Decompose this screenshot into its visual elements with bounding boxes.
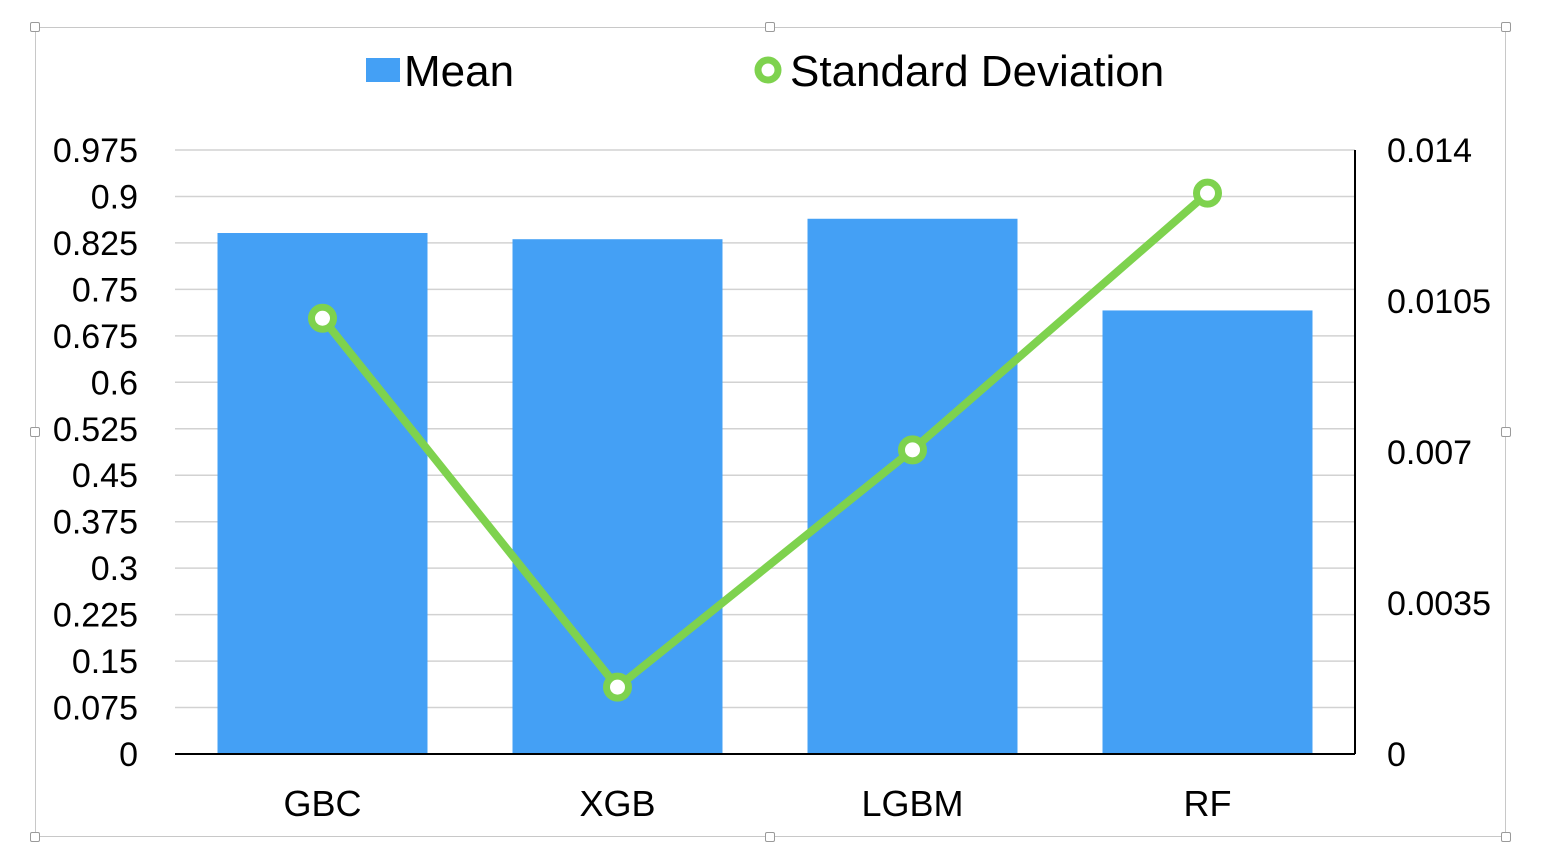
resize-handle-top-right[interactable] [1501,22,1511,32]
right-tick-label: 0.0035 [1387,585,1491,623]
legend: Mean Standard Deviation [366,47,1164,96]
standard-deviation-line [308,178,1222,702]
resize-handle-bottom-right[interactable] [1501,832,1511,842]
resize-handle-middle-right[interactable] [1501,427,1511,437]
left-tick-label: 0 [119,736,138,774]
legend-swatch-standard-deviation [754,56,782,84]
left-tick-label: 0.375 [53,504,138,542]
bar-rf [1102,310,1313,754]
left-tick-label: 0.675 [53,318,138,356]
bar-lgbm [807,218,1018,755]
resize-handle-top-middle[interactable] [765,22,775,32]
std-dev-point-gbc [308,303,337,333]
left-axis-tick-labels: 0 0.075 0.15 0.225 0.3 0.375 0.45 0.525 0.6 0.675… [53,132,138,774]
left-tick-label: 0.45 [72,457,138,495]
resize-handle-bottom-left[interactable] [30,832,40,842]
legend-swatch-mean [366,58,400,82]
category-axis-labels: GBC XGB LGBM RF [283,783,1231,824]
right-tick-label: 0.014 [1387,132,1472,170]
category-label-lgbm: LGBM [861,783,963,824]
left-tick-label: 0.9 [91,178,138,216]
std-dev-point-xgb [603,672,632,702]
left-tick-label: 0.75 [72,271,138,309]
right-tick-label: 0 [1387,736,1406,774]
category-label-xgb: XGB [579,783,655,824]
std-dev-point-lgbm [898,435,927,465]
left-tick-label: 0.975 [53,132,138,170]
left-tick-label: 0.15 [72,643,138,681]
axes [175,150,1356,755]
resize-handle-middle-left[interactable] [30,427,40,437]
left-tick-label: 0.6 [91,364,138,402]
right-tick-label: 0.007 [1387,434,1472,472]
legend-label-standard-deviation: Standard Deviation [790,47,1164,96]
left-tick-label: 0.825 [53,225,138,263]
std-dev-line [319,190,1211,692]
left-tick-label: 0.525 [53,411,138,449]
bar-xgb [512,239,723,754]
resize-handle-top-left[interactable] [30,22,40,32]
category-label-gbc: GBC [283,783,361,824]
left-tick-label: 0.075 [53,690,138,728]
category-label-rf: RF [1184,783,1232,824]
left-tick-label: 0.225 [53,597,138,635]
right-tick-label: 0.0105 [1387,283,1491,321]
right-axis-tick-labels: 0 0.0035 0.007 0.0105 0.014 [1387,132,1491,774]
left-tick-label: 0.3 [91,550,138,588]
mean-bars [217,218,1313,755]
std-dev-point-rf [1193,178,1222,208]
resize-handle-bottom-middle[interactable] [765,832,775,842]
legend-label-mean: Mean [404,47,514,96]
